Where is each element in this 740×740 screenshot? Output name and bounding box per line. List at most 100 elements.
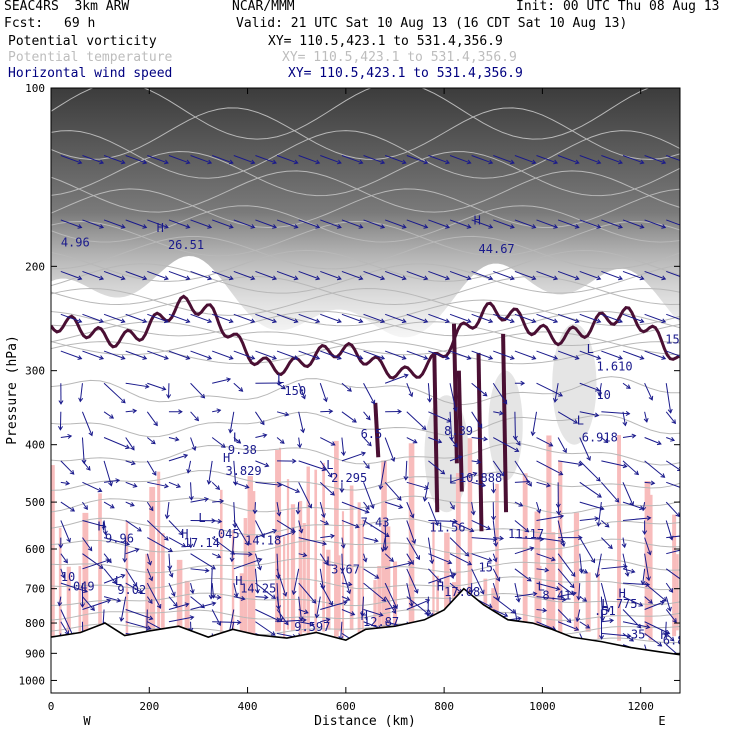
wind-arrow [190,498,209,503]
wind-arrow [60,350,82,360]
wind-arrow [471,313,493,323]
wind-arrow [622,537,626,548]
wind-arrow [277,619,306,623]
wind-arrowhead [434,521,439,526]
wind-arrow [298,582,317,604]
plot-frame [50,87,681,694]
wind-arrowhead [219,498,225,504]
wind-arrow [233,558,262,570]
wind-arrow [233,520,249,546]
pv-tower [432,352,440,513]
wind-arrowhead [634,470,640,476]
wind-arrowhead [411,539,417,545]
wind-arrowhead [262,433,268,438]
wind-arrow [384,219,406,228]
wind-arrowhead [422,496,428,502]
wind-arrowhead [392,605,398,610]
field-pv-name: Potential vorticity [8,34,157,49]
wind-arrowhead [660,473,666,478]
wind-arrow [60,568,65,578]
wind-arrowhead [207,159,213,165]
wind-arrowhead [99,275,105,281]
wind-arrow [514,155,536,164]
wind-arrowhead [215,485,221,491]
wind-arrow [58,596,62,606]
wind-arrowhead [425,612,431,617]
wind-arrowhead [66,537,71,543]
stratosphere-pv-shading [51,88,680,338]
wind-arrowhead [492,557,498,563]
wind-arrow [514,411,516,440]
wind-arrow [406,313,428,323]
pv-pink-band [672,514,677,637]
wind-arrow [168,270,190,280]
wind-arrow [536,553,556,561]
wind-arrowhead [464,551,470,557]
pv-pink-band [51,465,55,637]
wind-arrow [665,383,672,413]
wind-arrowhead [347,581,353,587]
wind-arrow [276,270,298,280]
wind-arrowhead [295,488,301,494]
wind-arrow [211,553,221,558]
wind-arrow [471,155,493,164]
wind-arrowhead [275,617,281,622]
wind-arrow [212,378,231,384]
wind-arrow [190,411,199,421]
wind-arrowhead [99,355,105,360]
wind-arrow [60,481,70,485]
wind-arrow [233,313,255,323]
wind-arrowhead [282,591,288,597]
wind-arrow [514,481,530,483]
wind-arrow [596,553,602,578]
wind-arrow [190,553,216,570]
wind-arrow [363,482,374,509]
wind-arrow [493,219,515,228]
wind-arrow [601,313,623,323]
pv-pink-band [467,438,473,641]
wind-arrow [493,155,515,164]
pv-pink-band [58,527,62,636]
wind-arrowhead [365,464,370,470]
wind-arrowhead [279,439,285,444]
pv-tower [456,370,464,492]
wind-arrow [557,155,579,164]
contour-label: .51 [594,604,616,618]
wind-arrow [276,411,289,416]
wind-arrow [211,583,215,598]
wind-arrow [190,568,209,572]
wind-arrowhead [142,275,148,281]
wind-arrow [622,435,636,439]
wind-arrow [664,621,667,636]
wind-arrowhead [401,275,407,281]
wind-arrow [536,313,558,323]
field-theta-name: Potential temperature [8,50,173,65]
wind-arrowhead [553,159,559,165]
wind-arrow [103,411,114,419]
wind-arrowhead [125,541,131,547]
wind-arrowhead [298,528,304,534]
wind-arrow [622,501,644,510]
wind-arrow [536,219,558,228]
wind-arrowhead [336,355,342,360]
pv-tower [476,352,484,532]
wind-arrow [341,568,351,594]
wind-arrow [125,520,142,532]
wind-arrowhead [661,224,667,229]
wind-arrowhead [77,224,83,229]
pv-pink-band [644,481,651,636]
wind-arrow [341,350,363,360]
wind-arrowhead [503,612,509,617]
wind-arrow [363,155,385,164]
wind-arrow [644,553,650,581]
wind-arrowhead [166,394,172,399]
wind-arrow [255,219,277,228]
wind-arrowhead [409,513,415,519]
wind-arrow [60,621,69,635]
wind-arrow [406,582,413,607]
wind-arrowhead [656,440,662,446]
contour-label: 9.02 [117,583,146,597]
wind-arrow [644,383,653,401]
wind-arrow [319,568,324,590]
wind-arrow [316,596,321,618]
